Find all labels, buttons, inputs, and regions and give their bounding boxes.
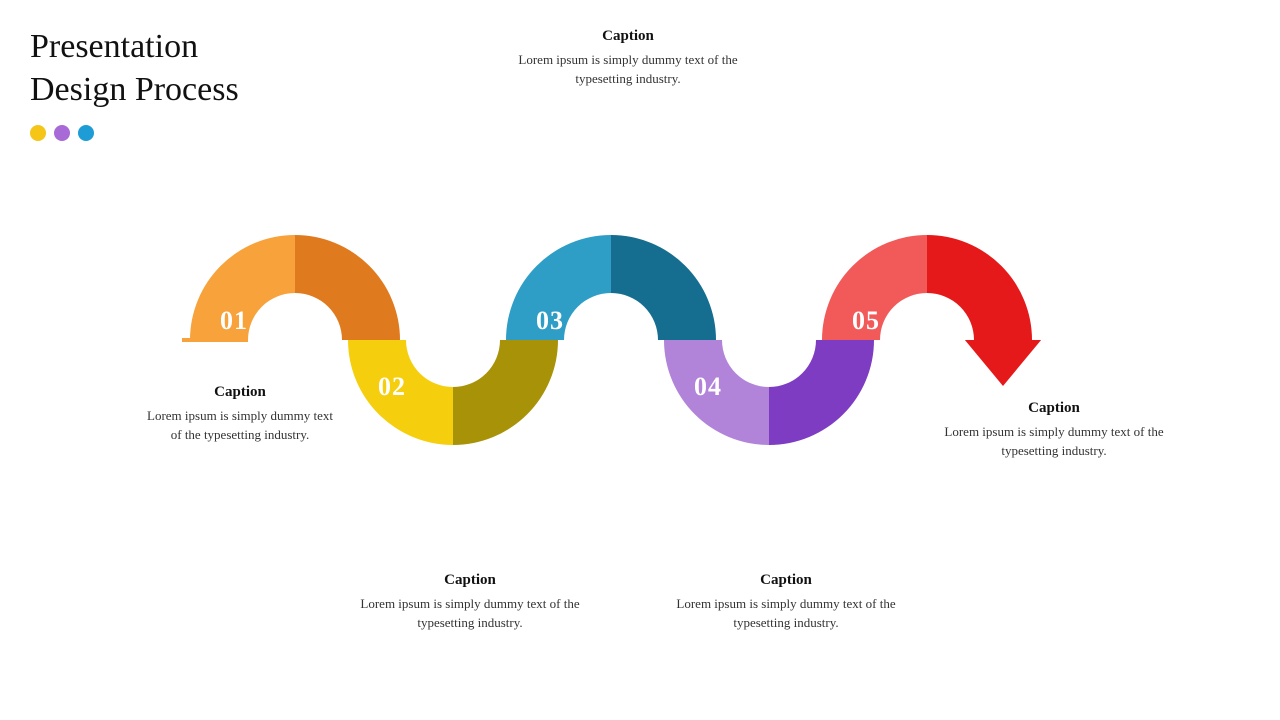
step-number-05: 05 (852, 306, 880, 336)
caption-body-4: Lorem ipsum is simply dummy text of the … (656, 595, 916, 633)
caption-block-1: Caption Lorem ipsum is simply dummy text … (140, 384, 340, 445)
caption-body-1: Lorem ipsum is simply dummy text of the … (140, 407, 340, 445)
caption-title-4: Caption (656, 572, 916, 589)
caption-block-2: Caption Lorem ipsum is simply dummy text … (340, 572, 600, 633)
caption-title-5: Caption (944, 400, 1164, 417)
caption-block-5: Caption Lorem ipsum is simply dummy text … (944, 400, 1164, 461)
caption-block-4: Caption Lorem ipsum is simply dummy text … (656, 572, 916, 633)
process-arcs (0, 0, 1280, 720)
step-number-04: 04 (694, 372, 722, 402)
caption-title-2: Caption (340, 572, 600, 589)
caption-title-3: Caption (508, 28, 748, 45)
caption-body-5: Lorem ipsum is simply dummy text of the … (944, 423, 1164, 461)
step-number-02: 02 (378, 372, 406, 402)
caption-body-2: Lorem ipsum is simply dummy text of the … (340, 595, 600, 633)
caption-body-3: Lorem ipsum is simply dummy text of the … (508, 51, 748, 89)
caption-block-3: Caption Lorem ipsum is simply dummy text … (508, 28, 748, 89)
caption-title-1: Caption (140, 384, 340, 401)
slide: Presentation Design Process 0102030405 C… (0, 0, 1280, 720)
step-number-03: 03 (536, 306, 564, 336)
step-number-01: 01 (220, 306, 248, 336)
